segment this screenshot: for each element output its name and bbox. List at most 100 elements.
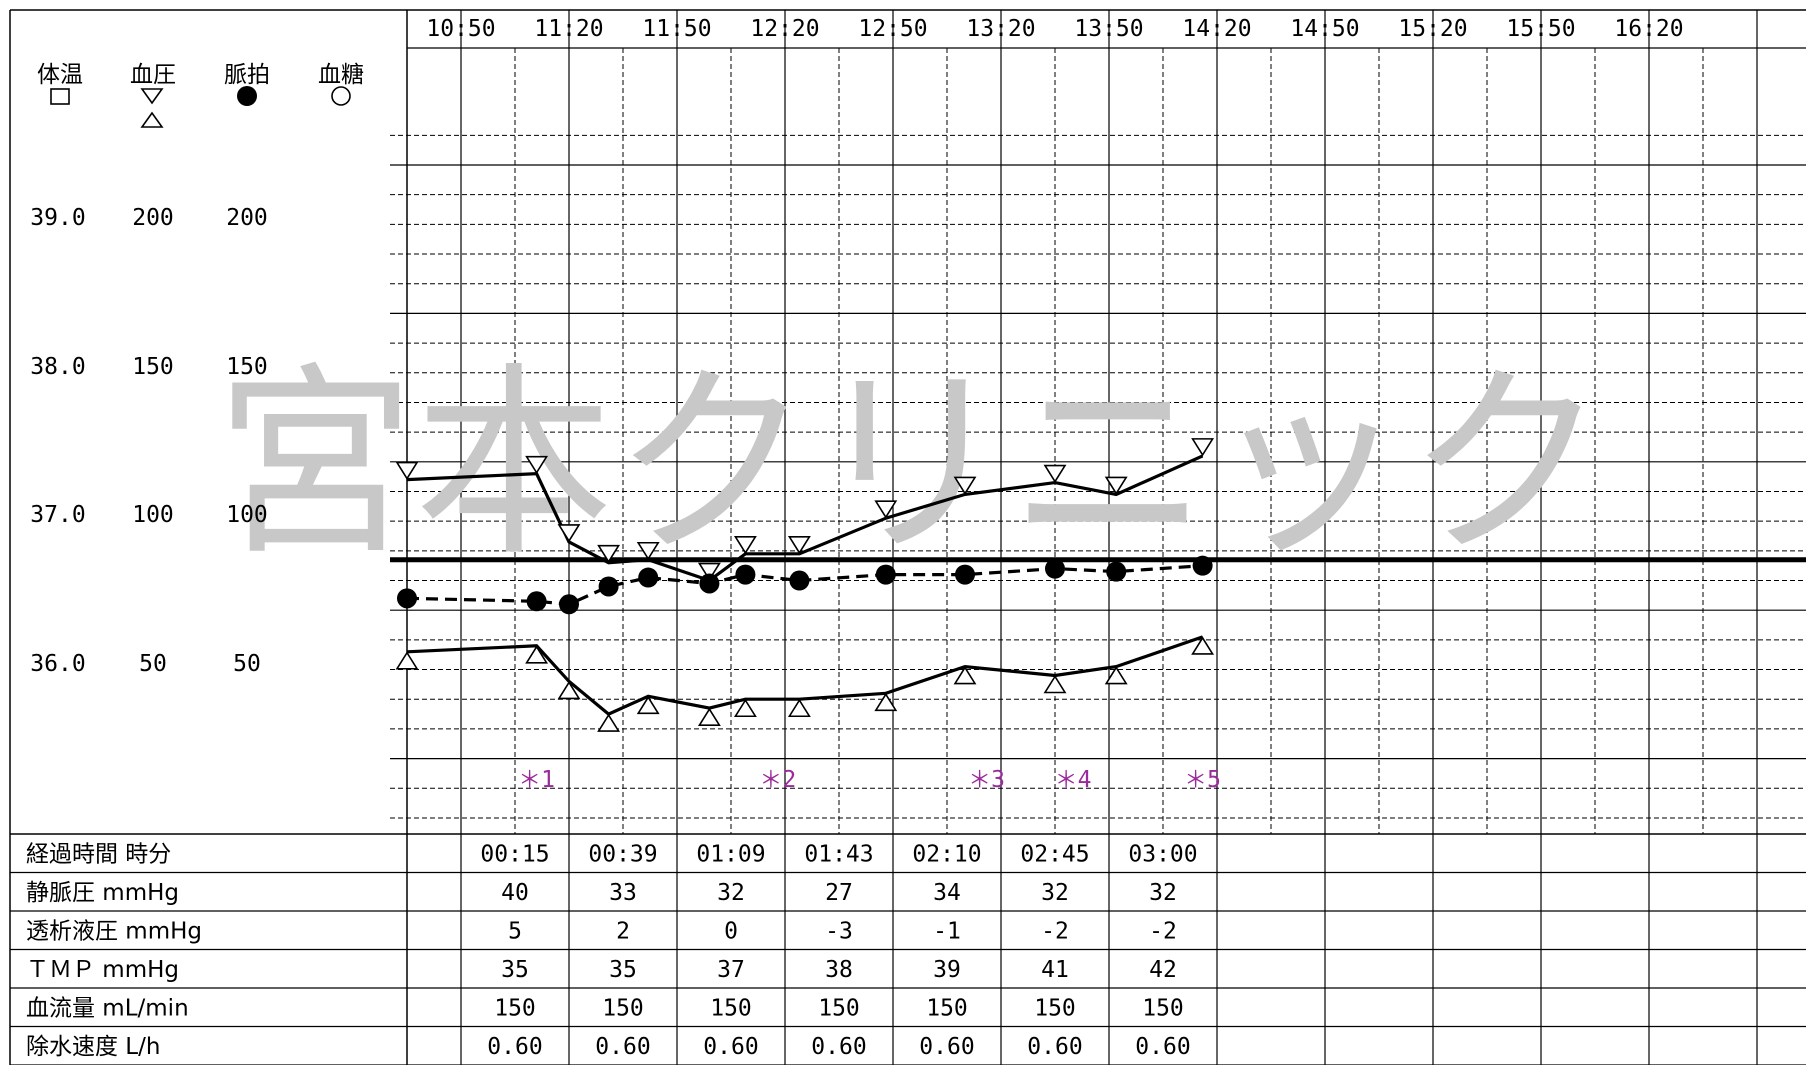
bp-scale-label: 100: [132, 502, 174, 528]
series-point-pulse: [875, 564, 896, 585]
table-cell: 00:39: [588, 841, 657, 867]
pulse-scale-label: 100: [226, 502, 268, 528]
series-point-diastolic: [1043, 674, 1067, 694]
chart-series: [395, 438, 1215, 732]
series-point-systolic: [787, 536, 811, 555]
series-line-1: [406, 635, 1204, 716]
series-point-diastolic: [525, 645, 549, 664]
table-cell: 150: [494, 995, 536, 1021]
chart-grid: [9, 9, 1806, 1065]
event-markers: ＊1 ＊2 ＊3 ＊4 ＊5: [518, 767, 1221, 793]
series-point-diastolic: [1191, 636, 1215, 655]
temp-scale-label: 38.0: [30, 354, 85, 380]
table-row-label: 透析液圧 mmHg: [26, 918, 202, 944]
table-row-label: 静脈圧 mmHg: [26, 880, 179, 906]
table-cell: 42: [1149, 957, 1177, 983]
table-cell: 0.60: [595, 1034, 650, 1060]
series-point-pulse: [638, 567, 659, 588]
table-cell: 150: [1034, 995, 1076, 1021]
table-cell: 01:43: [804, 841, 873, 867]
table-cell: 35: [609, 957, 637, 983]
table-cell: 40: [501, 880, 529, 906]
series-point-diastolic: [395, 651, 419, 670]
table-cell: 02:45: [1020, 841, 1089, 867]
series-point-pulse: [699, 573, 720, 594]
bp-scale-label: 50: [139, 651, 167, 677]
series-point-pulse: [1106, 561, 1127, 582]
series-point-diastolic: [697, 707, 721, 726]
watermark: 宮本クリニック: [216, 346, 1606, 584]
time-label: 15:20: [1398, 16, 1467, 42]
square-open-icon: [50, 88, 70, 105]
table-cell: 5: [508, 918, 522, 944]
time-label: 14:20: [1182, 16, 1251, 42]
table-cell: 38: [825, 957, 853, 983]
y-scale-labels: 39.0 200 200 38.0 150 150 37.0 100 100 36.0 50 50: [30, 205, 267, 677]
table-cell: 34: [933, 880, 961, 906]
chart-legend: 体温 血圧 脈拍 血糖: [37, 62, 364, 128]
table-row-label: 除水速度 L/h: [26, 1034, 160, 1060]
event-marker: ＊3: [968, 767, 1005, 793]
dialysis-parameter-table: 経過時間 時分 00:15 00:39 01:09 01:43 02:10 02:45 03:…: [26, 841, 1198, 1060]
legend-label-0: 体温: [37, 62, 83, 88]
bp-scale-label: 200: [132, 205, 174, 231]
time-label: 10:50: [426, 16, 495, 42]
series-point-pulse: [1045, 558, 1065, 579]
series-point-systolic: [557, 524, 581, 543]
table-cell: 32: [717, 880, 745, 906]
series-point-systolic: [697, 562, 721, 582]
watermark-text: 宮本クリニック: [216, 346, 1606, 584]
event-marker: ＊4: [1055, 767, 1092, 793]
table-cell: 32: [1041, 880, 1069, 906]
series-point-pulse: [1192, 555, 1213, 576]
series-point-pulse: [559, 594, 579, 615]
triangle-down-open-icon: [140, 88, 164, 105]
table-cell: 27: [825, 880, 853, 906]
event-marker: ＊2: [759, 767, 796, 793]
series-point-pulse: [397, 588, 417, 609]
series-point-systolic: [395, 461, 419, 481]
circle-open-icon: [331, 86, 351, 106]
event-marker: ＊5: [1184, 767, 1221, 793]
time-label: 13:50: [1074, 16, 1143, 42]
table-cell: 35: [501, 957, 529, 983]
table-cell: 00:15: [480, 841, 549, 867]
table-cell: -1: [933, 918, 961, 944]
series-point-systolic: [953, 476, 977, 495]
series-point-diastolic: [597, 713, 621, 732]
time-label: 12:20: [750, 16, 819, 42]
table-cell: 32: [1149, 880, 1177, 906]
table-cell: -2: [1149, 918, 1177, 944]
pulse-scale-label: 50: [233, 651, 261, 677]
series-point-diastolic: [953, 666, 977, 685]
legend-label-3: 血糖: [318, 62, 364, 88]
series-point-diastolic: [1104, 666, 1128, 685]
table-cell: 2: [616, 918, 630, 944]
series-point-systolic: [1043, 464, 1067, 484]
series-point-diastolic: [733, 698, 757, 718]
bp-scale-label: 150: [132, 354, 174, 380]
table-cell: 150: [602, 995, 644, 1021]
legend-label-2: 脈拍: [224, 62, 270, 88]
series-point-pulse: [598, 576, 619, 597]
time-label: 15:50: [1506, 16, 1575, 42]
table-cell: 02:10: [912, 841, 981, 867]
series-point-pulse: [955, 564, 975, 585]
time-label: 13:20: [966, 16, 1035, 42]
series-point-diastolic: [636, 695, 660, 715]
temp-scale-label: 37.0: [30, 502, 85, 528]
table-cell: 41: [1041, 957, 1069, 983]
table-cell: 150: [1142, 995, 1184, 1021]
temp-scale-label: 36.0: [30, 651, 85, 677]
table-row-label: 経過時間 時分: [26, 841, 171, 867]
table-cell: 150: [926, 995, 968, 1021]
series-point-systolic: [525, 455, 549, 475]
table-cell: 37: [717, 957, 745, 983]
time-label: 12:50: [858, 16, 927, 42]
table-cell: 0.60: [487, 1034, 542, 1060]
series-point-systolic: [597, 544, 621, 564]
event-marker: ＊1: [518, 767, 555, 793]
circle-filled-icon: [237, 86, 257, 106]
series-point-diastolic: [557, 680, 581, 700]
